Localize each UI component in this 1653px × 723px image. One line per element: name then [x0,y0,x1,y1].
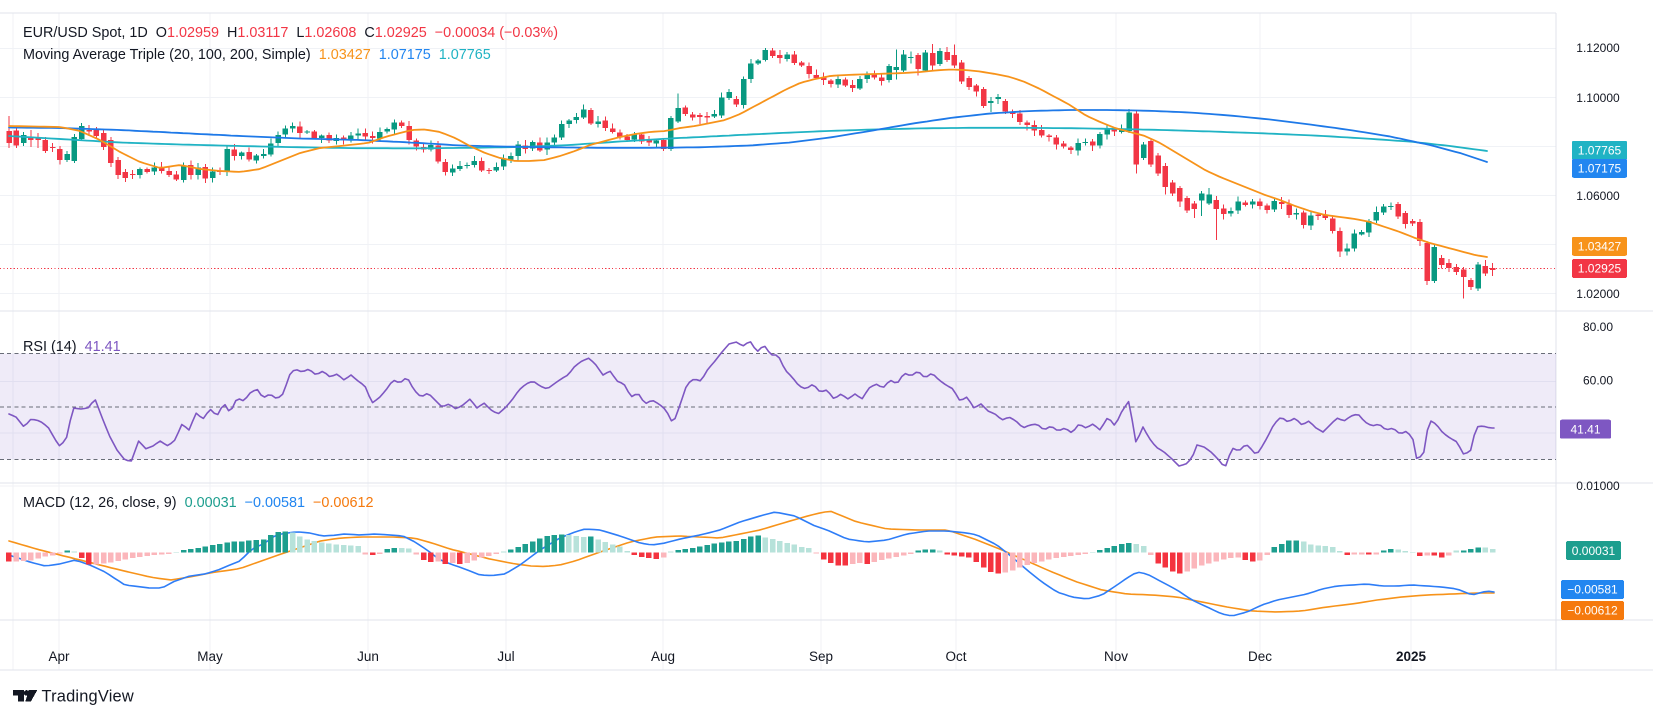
svg-text:May: May [197,649,223,664]
svg-text:Nov: Nov [1104,649,1128,664]
svg-text:Aug: Aug [651,649,675,664]
svg-text:1.02925: 1.02925 [1578,262,1622,276]
svg-text:1.07175: 1.07175 [1578,162,1622,176]
svg-text:RSI (14) 41.41: RSI (14) 41.41 [23,339,121,355]
svg-text:Jun: Jun [357,649,379,664]
svg-text:Dec: Dec [1248,649,1272,664]
svg-text:1.06000: 1.06000 [1576,189,1620,203]
svg-text:Apr: Apr [48,649,70,664]
svg-text:−0.00612: −0.00612 [1567,604,1618,618]
svg-text:TradingView: TradingView [42,688,134,706]
svg-text:Moving Average Triple (20, 100: Moving Average Triple (20, 100, 200, Sim… [23,47,491,63]
svg-text:Sep: Sep [809,649,833,664]
svg-text:EUR/USD Spot, 1D O1.02959 H1: EUR/USD Spot, 1D O1.02959 H1.03117 L1.02… [23,25,558,41]
svg-text:1.02000: 1.02000 [1576,287,1620,301]
svg-text:60.00: 60.00 [1583,373,1613,387]
svg-text:80.00: 80.00 [1583,320,1613,334]
svg-text:Jul: Jul [497,649,514,664]
svg-text:0.01000: 0.01000 [1576,479,1620,493]
svg-text:1.10000: 1.10000 [1576,91,1620,105]
svg-text:2025: 2025 [1396,649,1427,664]
svg-text:1.07765: 1.07765 [1578,144,1622,158]
svg-text:1.03427: 1.03427 [1578,240,1622,254]
svg-text:Oct: Oct [945,649,966,664]
svg-text:1.12000: 1.12000 [1576,41,1620,55]
svg-text:MACD (12, 26, close, 9) 0.000: MACD (12, 26, close, 9) 0.00031 −0.00581… [23,495,373,511]
svg-text:−0.00581: −0.00581 [1567,583,1618,597]
svg-text:0.00031: 0.00031 [1572,544,1616,558]
svg-text:41.41: 41.41 [1570,422,1600,436]
